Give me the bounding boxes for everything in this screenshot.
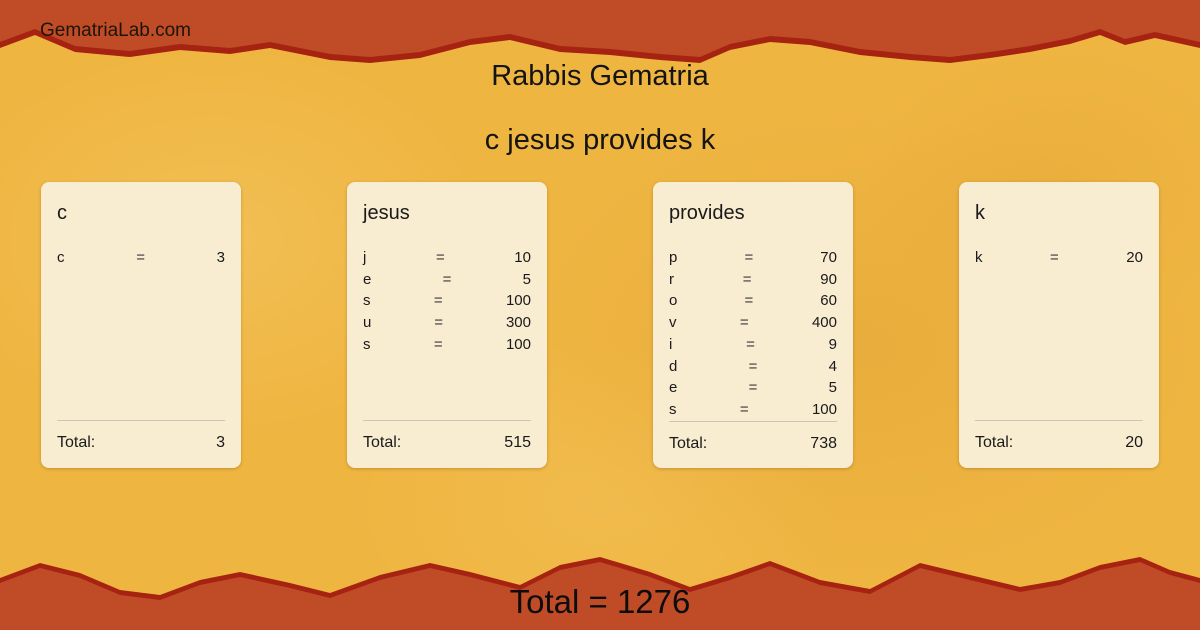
row-equals: = xyxy=(136,249,145,266)
bottom-tear-band xyxy=(0,562,1200,630)
top-tear-band xyxy=(0,0,1200,57)
card-divider xyxy=(975,420,1143,422)
card-total-row: Total: 738 xyxy=(669,422,837,455)
card-total-value: 738 xyxy=(810,434,837,452)
word-card: jesus j = 10 e = 5 s = 100 u = 300 s = 100 Total: 515 xyxy=(347,182,547,468)
letter-row: r = 90 xyxy=(669,269,837,291)
row-value: 4 xyxy=(828,357,837,375)
card-total-label: Total: xyxy=(363,434,402,452)
grand-total: Total = 1276 xyxy=(509,583,691,620)
word-card: k k = 20 Total: 20 xyxy=(959,182,1159,468)
row-equals: = xyxy=(748,357,758,375)
letter-row: j = 10 xyxy=(363,247,531,269)
cards-row: c c = 3 Total: 3 jesus j = 10 e = 5 s = 100 u = 300 s =… xyxy=(41,182,1159,468)
row-equals: = xyxy=(434,314,444,332)
phrase-subtitle: c jesus provides k xyxy=(484,124,716,156)
row-equals: = xyxy=(433,335,443,353)
card-total-label: Total: xyxy=(975,434,1014,452)
card-word: k xyxy=(975,202,985,224)
card-divider xyxy=(363,420,531,422)
row-equals: = xyxy=(744,292,754,310)
row-value: 70 xyxy=(820,249,837,266)
top-torn-band xyxy=(0,0,1200,63)
row-equals: = xyxy=(744,249,754,266)
row-letter: j xyxy=(363,249,367,266)
card-total-value: 515 xyxy=(504,434,531,452)
letter-row: p = 70 xyxy=(669,247,837,269)
card-rows: c = 3 xyxy=(57,247,225,269)
row-value: 90 xyxy=(820,270,837,288)
row-equals: = xyxy=(442,270,452,288)
word-card: provides p = 70 r = 90 o = 60 v = 400 i = 9 d = 4 e = 5 s = 100… xyxy=(653,182,853,468)
row-value: 400 xyxy=(811,314,837,332)
card-total-value: 20 xyxy=(1125,434,1143,452)
row-letter: e xyxy=(669,379,678,397)
letter-row: u = 300 xyxy=(363,312,531,334)
letter-row: c = 3 xyxy=(57,247,225,269)
card-total-row: Total: 20 xyxy=(975,421,1143,454)
card-total-label: Total: xyxy=(669,434,708,452)
letter-row: s = 100 xyxy=(669,399,837,421)
letter-row: o = 60 xyxy=(669,290,837,312)
row-value: 300 xyxy=(505,314,531,332)
card-rows: j = 10 e = 5 s = 100 u = 300 s = 100 xyxy=(363,247,531,356)
row-equals: = xyxy=(433,292,443,310)
row-value: 10 xyxy=(514,249,531,266)
row-value: 60 xyxy=(820,292,837,310)
card-divider xyxy=(669,420,837,422)
card-total-value: 3 xyxy=(216,434,225,452)
row-equals: = xyxy=(739,314,749,332)
letter-row: s = 100 xyxy=(363,334,531,356)
row-letter: i xyxy=(669,335,673,353)
bottom-torn-band xyxy=(0,557,1200,630)
letter-row: e = 5 xyxy=(669,377,837,399)
page-title: Rabbis Gematria xyxy=(491,60,709,92)
row-letter: c xyxy=(57,249,65,266)
row-letter: o xyxy=(669,292,678,310)
row-letter: d xyxy=(669,357,678,375)
letter-row: v = 400 xyxy=(669,312,837,334)
row-letter: s xyxy=(669,400,677,418)
row-equals: = xyxy=(739,400,749,418)
row-equals: = xyxy=(742,270,752,288)
card-divider xyxy=(57,420,225,422)
card-total-row: Total: 515 xyxy=(363,421,531,454)
row-equals: = xyxy=(748,379,758,397)
letter-row: k = 20 xyxy=(975,247,1143,269)
row-value: 3 xyxy=(216,249,225,266)
card-word: jesus xyxy=(363,202,410,224)
row-value: 9 xyxy=(828,335,837,353)
row-value: 100 xyxy=(811,400,837,418)
card-rows: k = 20 xyxy=(975,247,1143,269)
row-letter: e xyxy=(363,270,372,288)
row-equals: = xyxy=(435,249,445,266)
row-letter: u xyxy=(363,314,372,332)
row-value: 100 xyxy=(505,335,531,353)
row-equals: = xyxy=(1050,249,1059,266)
row-value: 100 xyxy=(505,292,531,310)
row-letter: p xyxy=(669,249,678,266)
row-equals: = xyxy=(746,335,755,353)
row-letter: v xyxy=(669,314,677,332)
row-value: 5 xyxy=(828,379,837,397)
row-letter: s xyxy=(363,292,371,310)
row-letter: r xyxy=(669,270,674,288)
card-word: c xyxy=(57,202,67,224)
row-value: 5 xyxy=(522,270,531,288)
letter-row: d = 4 xyxy=(669,356,837,378)
row-letter: s xyxy=(363,335,371,353)
card-total-row: Total: 3 xyxy=(57,421,225,454)
card-total-label: Total: xyxy=(57,434,96,452)
letter-row: i = 9 xyxy=(669,334,837,356)
row-letter: k xyxy=(975,249,983,266)
brand: GematriaLab.com xyxy=(40,20,192,41)
letter-row: s = 100 xyxy=(363,290,531,312)
row-value: 20 xyxy=(1126,249,1143,266)
card-word: provides xyxy=(669,202,745,224)
letter-row: e = 5 xyxy=(363,269,531,291)
word-card: c c = 3 Total: 3 xyxy=(41,182,241,468)
card-rows: p = 70 r = 90 o = 60 v = 400 i = 9 d = 4 e = 5 s = 100 xyxy=(669,247,837,421)
